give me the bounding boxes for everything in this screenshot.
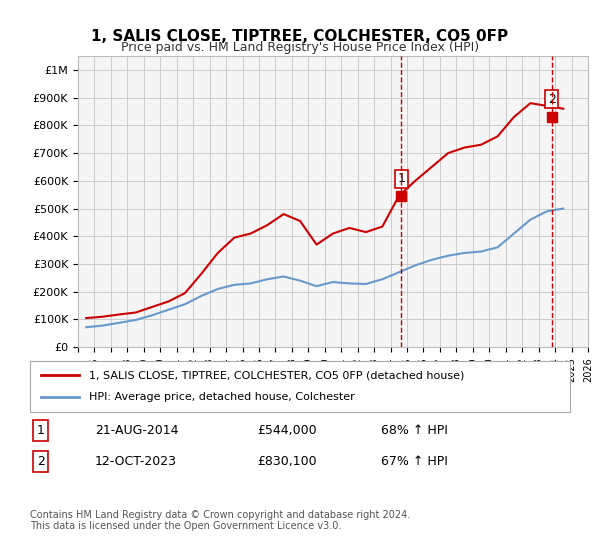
Text: 68% ↑ HPI: 68% ↑ HPI [381,424,448,437]
Text: 1, SALIS CLOSE, TIPTREE, COLCHESTER, CO5 0FP (detached house): 1, SALIS CLOSE, TIPTREE, COLCHESTER, CO5… [89,370,465,380]
Text: 2: 2 [548,93,556,106]
Text: HPI: Average price, detached house, Colchester: HPI: Average price, detached house, Colc… [89,393,355,403]
Text: 1: 1 [37,424,45,437]
Text: £830,100: £830,100 [257,455,316,468]
Text: 67% ↑ HPI: 67% ↑ HPI [381,455,448,468]
Text: 2: 2 [37,455,45,468]
Text: 1, SALIS CLOSE, TIPTREE, COLCHESTER, CO5 0FP: 1, SALIS CLOSE, TIPTREE, COLCHESTER, CO5… [91,29,509,44]
Text: Price paid vs. HM Land Registry's House Price Index (HPI): Price paid vs. HM Land Registry's House … [121,41,479,54]
Text: Contains HM Land Registry data © Crown copyright and database right 2024.
This d: Contains HM Land Registry data © Crown c… [30,510,410,531]
Text: 21-AUG-2014: 21-AUG-2014 [95,424,178,437]
Text: 1: 1 [397,172,405,185]
Text: £544,000: £544,000 [257,424,316,437]
Text: 12-OCT-2023: 12-OCT-2023 [95,455,177,468]
